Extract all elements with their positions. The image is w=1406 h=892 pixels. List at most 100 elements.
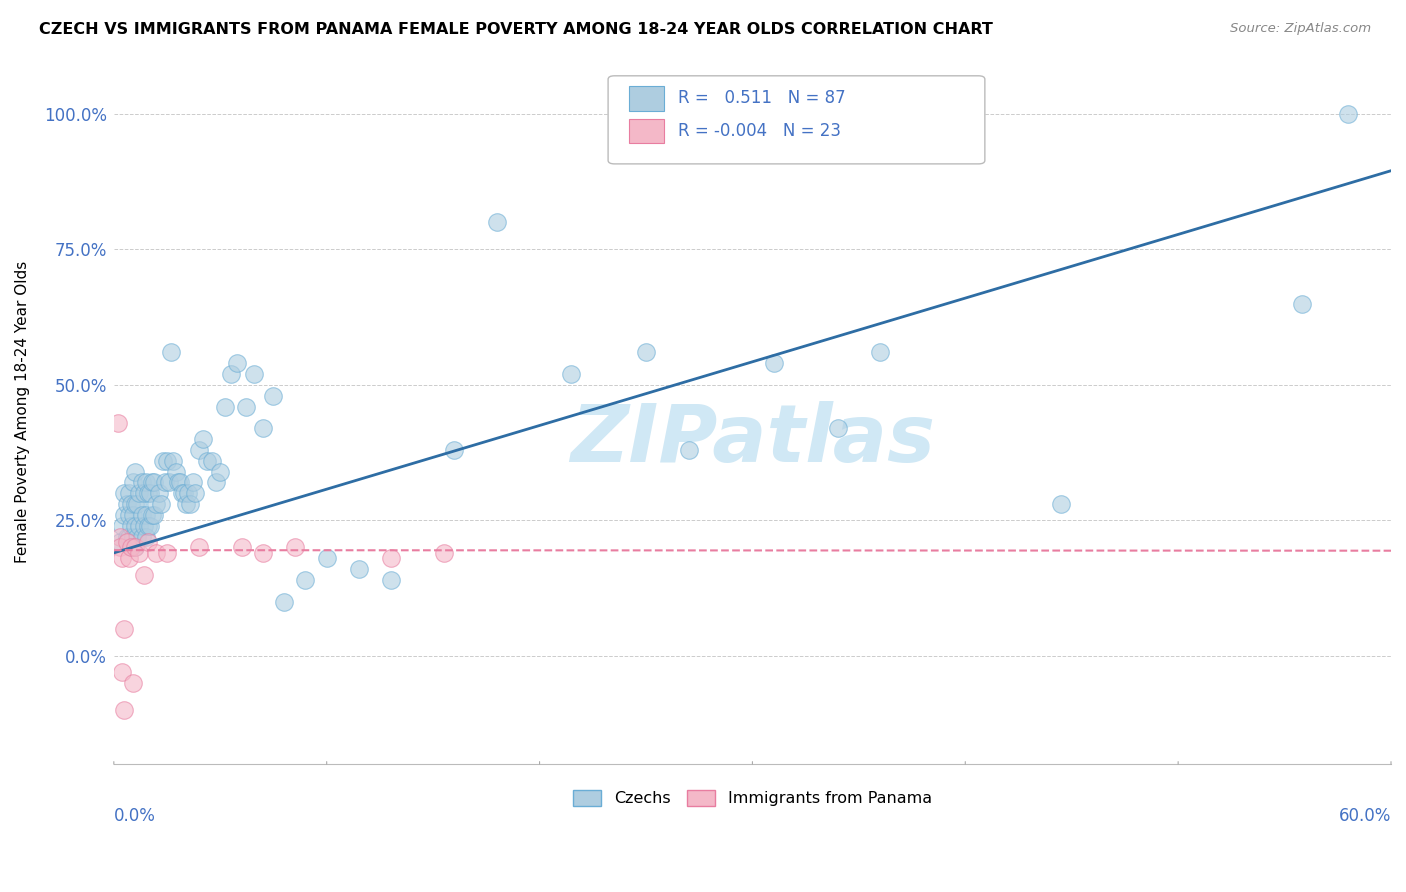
Point [152, 454, 174, 468]
Text: Source: ZipAtlas.com: Source: ZipAtlas.com [1230, 22, 1371, 36]
Point [347, 562, 370, 576]
Point [443, 442, 465, 457]
Point [177, 486, 200, 500]
Point [118, 508, 141, 522]
Point [107, 416, 129, 430]
Point [156, 546, 179, 560]
Point [205, 475, 228, 490]
Point [1291, 296, 1313, 310]
Point [135, 508, 157, 522]
Point [252, 421, 274, 435]
Legend: Czechs, Immigrants from Panama: Czechs, Immigrants from Panama [567, 783, 939, 813]
Point [118, 551, 141, 566]
Point [157, 475, 180, 490]
Point [869, 345, 891, 359]
Point [136, 535, 159, 549]
Point [122, 508, 145, 522]
Point [201, 454, 224, 468]
Point [827, 421, 849, 435]
Point [263, 389, 285, 403]
Point [169, 475, 191, 490]
Point [124, 497, 146, 511]
Point [127, 530, 149, 544]
Point [114, 486, 136, 500]
Point [120, 518, 142, 533]
Point [156, 454, 179, 468]
Point [165, 465, 187, 479]
Point [485, 215, 508, 229]
Point [153, 475, 176, 490]
Point [231, 541, 253, 555]
Point [122, 475, 145, 490]
Point [1050, 497, 1073, 511]
Point [110, 530, 132, 544]
Text: R =   0.511   N = 87: R = 0.511 N = 87 [678, 89, 846, 107]
Point [226, 356, 249, 370]
Point [128, 486, 150, 500]
Point [128, 518, 150, 533]
Point [143, 475, 166, 490]
Point [141, 475, 163, 490]
Point [132, 567, 155, 582]
Point [122, 676, 145, 690]
Point [183, 486, 205, 500]
Point [197, 454, 219, 468]
Point [294, 573, 316, 587]
Point [136, 486, 159, 500]
Point [145, 497, 167, 511]
Point [135, 475, 157, 490]
Point [139, 518, 162, 533]
Point [634, 345, 657, 359]
Point [132, 486, 155, 500]
Point [118, 486, 141, 500]
Point [252, 546, 274, 560]
Point [188, 541, 211, 555]
Text: 0.0%: 0.0% [114, 806, 156, 824]
Text: 60.0%: 60.0% [1339, 806, 1391, 824]
Text: CZECH VS IMMIGRANTS FROM PANAMA FEMALE POVERTY AMONG 18-24 YEAR OLDS CORRELATION: CZECH VS IMMIGRANTS FROM PANAMA FEMALE P… [39, 22, 993, 37]
Point [214, 400, 236, 414]
Point [122, 530, 145, 544]
Point [124, 541, 146, 555]
Point [131, 475, 153, 490]
Point [124, 541, 146, 555]
Text: R = -0.004   N = 23: R = -0.004 N = 23 [678, 122, 841, 140]
Point [114, 622, 136, 636]
Point [188, 442, 211, 457]
Point [235, 400, 257, 414]
FancyBboxPatch shape [628, 119, 664, 144]
Point [160, 345, 183, 359]
Point [110, 535, 132, 549]
Point [380, 573, 402, 587]
Point [181, 475, 204, 490]
Point [380, 551, 402, 566]
Point [124, 465, 146, 479]
Point [170, 486, 193, 500]
Point [131, 530, 153, 544]
Point [148, 486, 170, 500]
Point [193, 432, 215, 446]
FancyBboxPatch shape [628, 87, 664, 111]
Point [141, 508, 163, 522]
FancyBboxPatch shape [609, 76, 984, 164]
Point [120, 497, 142, 511]
Point [166, 475, 188, 490]
Point [131, 508, 153, 522]
Point [111, 518, 134, 533]
Point [173, 486, 195, 500]
Point [143, 508, 166, 522]
Point [114, 508, 136, 522]
Point [678, 442, 700, 457]
Point [115, 535, 138, 549]
Point [560, 367, 582, 381]
Point [284, 541, 307, 555]
Point [243, 367, 266, 381]
Point [136, 518, 159, 533]
Point [179, 497, 201, 511]
Point [120, 541, 142, 555]
Point [209, 465, 232, 479]
Y-axis label: Female Poverty Among 18-24 Year Olds: Female Poverty Among 18-24 Year Olds [15, 260, 30, 563]
Point [118, 530, 141, 544]
Point [139, 486, 162, 500]
Point [128, 546, 150, 560]
